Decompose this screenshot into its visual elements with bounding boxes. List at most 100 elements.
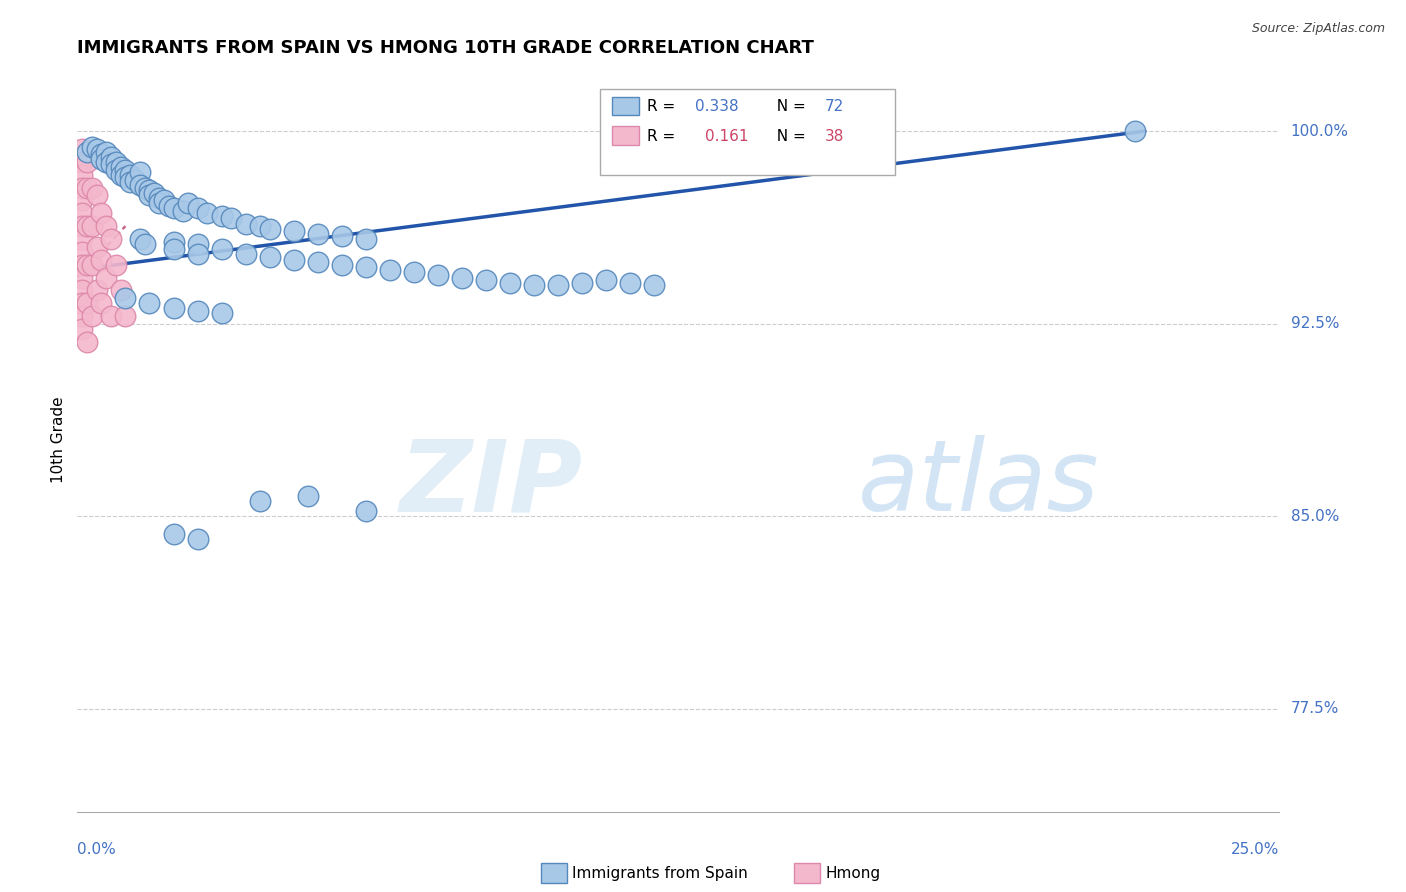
Point [90, 296, 112, 310]
Point [259, 221, 281, 235]
Text: 77.5%: 77.5% [1291, 701, 1339, 716]
Point [354, 232, 377, 246]
Text: 85.0%: 85.0% [1291, 508, 1339, 524]
Point [76, 258, 98, 272]
Point [76, 334, 98, 349]
Point [162, 242, 184, 256]
Point [143, 186, 166, 200]
Point [1123, 124, 1146, 138]
Point [195, 206, 218, 220]
Point [86, 240, 108, 254]
Point [402, 265, 425, 279]
Point [96, 145, 118, 159]
Point [249, 494, 271, 508]
Point [186, 247, 209, 261]
Point [120, 176, 142, 190]
Point [297, 489, 319, 503]
Text: Hmong: Hmong [825, 866, 880, 880]
Point [124, 173, 146, 187]
Text: 0.338: 0.338 [695, 98, 738, 113]
Point [283, 224, 305, 238]
Text: atlas: atlas [858, 435, 1099, 533]
Point [153, 194, 176, 208]
Text: N =: N = [768, 128, 811, 144]
Point [70, 258, 93, 272]
Point [451, 270, 474, 285]
Point [643, 278, 665, 293]
Point [128, 165, 150, 179]
Point [80, 219, 103, 234]
Point [90, 206, 112, 220]
Point [128, 178, 150, 192]
Point [235, 217, 257, 231]
Point [120, 168, 142, 182]
Point [70, 309, 93, 323]
Text: Immigrants from Spain: Immigrants from Spain [572, 866, 748, 880]
Point [104, 155, 127, 169]
Point [80, 309, 103, 323]
Text: 38: 38 [825, 128, 845, 144]
Point [86, 188, 108, 202]
Point [148, 196, 170, 211]
Text: Source: ZipAtlas.com: Source: ZipAtlas.com [1251, 22, 1385, 36]
Point [138, 296, 160, 310]
Point [162, 235, 184, 249]
Text: 100.0%: 100.0% [1291, 124, 1348, 138]
Point [80, 180, 103, 194]
Point [186, 533, 209, 547]
Text: 92.5%: 92.5% [1291, 317, 1339, 331]
Point [76, 155, 98, 169]
Point [104, 162, 127, 177]
Point [186, 304, 209, 318]
Point [235, 247, 257, 261]
Point [70, 232, 93, 246]
Point [186, 237, 209, 252]
Point [186, 201, 209, 215]
Point [547, 278, 569, 293]
Point [90, 252, 112, 267]
Point [211, 209, 233, 223]
Point [70, 322, 93, 336]
Point [86, 142, 108, 156]
Text: N =: N = [768, 98, 811, 113]
Point [162, 527, 184, 541]
Y-axis label: 10th Grade: 10th Grade [51, 396, 66, 483]
Point [595, 273, 617, 287]
Point [134, 237, 156, 252]
Bar [612, 127, 638, 145]
Point [177, 196, 200, 211]
Text: 0.0%: 0.0% [77, 842, 117, 857]
Text: 25.0%: 25.0% [1232, 842, 1279, 857]
Point [148, 191, 170, 205]
Point [354, 260, 377, 275]
Point [80, 258, 103, 272]
Point [499, 276, 522, 290]
Text: 0.161: 0.161 [704, 128, 748, 144]
FancyBboxPatch shape [600, 89, 894, 175]
Point [90, 147, 112, 161]
Point [110, 284, 132, 298]
Point [96, 270, 118, 285]
Point [90, 153, 112, 167]
Point [70, 270, 93, 285]
Point [104, 258, 127, 272]
Point [138, 183, 160, 197]
Point [70, 206, 93, 220]
Bar [612, 96, 638, 115]
Point [307, 255, 329, 269]
Point [283, 252, 305, 267]
Point [100, 150, 122, 164]
Point [70, 194, 93, 208]
Point [110, 160, 132, 174]
Text: IMMIGRANTS FROM SPAIN VS HMONG 10TH GRADE CORRELATION CHART: IMMIGRANTS FROM SPAIN VS HMONG 10TH GRAD… [77, 39, 814, 57]
Point [307, 227, 329, 241]
Point [76, 219, 98, 234]
Point [211, 242, 233, 256]
Point [128, 232, 150, 246]
Point [162, 201, 184, 215]
Point [86, 284, 108, 298]
Point [249, 219, 271, 234]
Point [100, 157, 122, 171]
Point [76, 180, 98, 194]
Point [70, 296, 93, 310]
